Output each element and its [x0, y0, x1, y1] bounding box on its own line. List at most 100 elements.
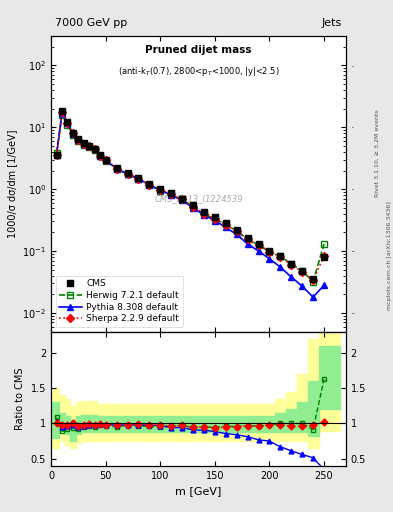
Pythia 8.308 default	[54, 152, 59, 158]
Pythia 8.308 default	[267, 255, 272, 262]
Pythia 8.308 default	[191, 205, 195, 211]
Herwig 7.2.1 default	[223, 221, 228, 227]
CMS	[321, 254, 326, 260]
Pythia 8.308 default	[321, 282, 326, 288]
Pythia 8.308 default	[103, 157, 108, 163]
CMS	[76, 136, 81, 142]
Sherpa 2.2.9 default	[87, 143, 92, 149]
Herwig 7.2.1 default	[71, 132, 75, 138]
Sherpa 2.2.9 default	[321, 253, 326, 260]
Herwig 7.2.1 default	[321, 241, 326, 247]
CMS	[169, 190, 174, 197]
Herwig 7.2.1 default	[125, 171, 130, 177]
CMS	[54, 153, 59, 159]
CMS	[223, 220, 228, 226]
CMS	[65, 119, 70, 125]
Herwig 7.2.1 default	[103, 158, 108, 164]
Herwig 7.2.1 default	[76, 138, 81, 144]
Pythia 8.308 default	[311, 294, 316, 300]
Herwig 7.2.1 default	[65, 122, 70, 128]
Sherpa 2.2.9 default	[81, 141, 86, 147]
Herwig 7.2.1 default	[54, 150, 59, 156]
CMS	[267, 248, 272, 254]
Sherpa 2.2.9 default	[65, 120, 70, 126]
Herwig 7.2.1 default	[311, 279, 316, 285]
X-axis label: m [GeV]: m [GeV]	[175, 486, 222, 496]
Line: Pythia 8.308 default: Pythia 8.308 default	[54, 110, 327, 300]
Text: Pruned dijet mass: Pruned dijet mass	[145, 45, 252, 55]
CMS	[245, 236, 250, 242]
CMS	[289, 261, 294, 267]
Pythia 8.308 default	[202, 212, 206, 218]
Pythia 8.308 default	[213, 218, 217, 224]
Sherpa 2.2.9 default	[180, 197, 184, 203]
Herwig 7.2.1 default	[147, 182, 152, 188]
Pythia 8.308 default	[60, 110, 64, 116]
Sherpa 2.2.9 default	[191, 204, 195, 210]
Sherpa 2.2.9 default	[267, 248, 272, 254]
Pythia 8.308 default	[76, 137, 81, 143]
Pythia 8.308 default	[289, 274, 294, 280]
Pythia 8.308 default	[114, 165, 119, 172]
Pythia 8.308 default	[81, 141, 86, 147]
Text: mcplots.cern.ch [arXiv:1306.3436]: mcplots.cern.ch [arXiv:1306.3436]	[387, 202, 391, 310]
CMS	[136, 175, 141, 181]
Legend: CMS, Herwig 7.2.1 default, Pythia 8.308 default, Sherpa 2.2.9 default: CMS, Herwig 7.2.1 default, Pythia 8.308 …	[55, 275, 183, 327]
Herwig 7.2.1 default	[114, 166, 119, 172]
Sherpa 2.2.9 default	[169, 191, 174, 198]
CMS	[311, 276, 316, 282]
Pythia 8.308 default	[65, 120, 70, 126]
Herwig 7.2.1 default	[213, 216, 217, 222]
Sherpa 2.2.9 default	[245, 236, 250, 242]
Herwig 7.2.1 default	[136, 176, 141, 182]
Sherpa 2.2.9 default	[136, 176, 141, 182]
CMS	[202, 209, 206, 216]
Sherpa 2.2.9 default	[202, 210, 206, 217]
Sherpa 2.2.9 default	[114, 165, 119, 172]
Text: Rivet 3.1.10, ≥ 3.2M events: Rivet 3.1.10, ≥ 3.2M events	[375, 110, 380, 198]
Pythia 8.308 default	[71, 131, 75, 137]
Herwig 7.2.1 default	[158, 187, 163, 194]
CMS	[191, 202, 195, 208]
Pythia 8.308 default	[98, 153, 103, 159]
CMS	[60, 109, 64, 115]
Line: CMS: CMS	[54, 109, 327, 282]
Sherpa 2.2.9 default	[147, 182, 152, 188]
Y-axis label: 1000/σ dσ/dm [1/GeV]: 1000/σ dσ/dm [1/GeV]	[7, 130, 17, 238]
Pythia 8.308 default	[136, 176, 141, 182]
Sherpa 2.2.9 default	[256, 242, 261, 248]
Sherpa 2.2.9 default	[98, 153, 103, 159]
Pythia 8.308 default	[169, 192, 174, 198]
Sherpa 2.2.9 default	[300, 269, 305, 275]
CMS	[71, 130, 75, 136]
Text: CMS_2013_I1224539: CMS_2013_I1224539	[154, 194, 243, 203]
Sherpa 2.2.9 default	[76, 137, 81, 143]
Pythia 8.308 default	[300, 283, 305, 289]
Pythia 8.308 default	[256, 248, 261, 254]
Sherpa 2.2.9 default	[311, 277, 316, 283]
Line: Sherpa 2.2.9 default: Sherpa 2.2.9 default	[54, 110, 327, 283]
Pythia 8.308 default	[158, 187, 163, 193]
Sherpa 2.2.9 default	[92, 146, 97, 153]
CMS	[114, 165, 119, 171]
Sherpa 2.2.9 default	[234, 228, 239, 234]
Herwig 7.2.1 default	[300, 268, 305, 274]
Herwig 7.2.1 default	[234, 228, 239, 234]
Herwig 7.2.1 default	[81, 142, 86, 148]
CMS	[234, 227, 239, 233]
CMS	[98, 153, 103, 159]
Sherpa 2.2.9 default	[223, 222, 228, 228]
CMS	[147, 181, 152, 187]
CMS	[300, 268, 305, 274]
Pythia 8.308 default	[180, 197, 184, 203]
Text: 7000 GeV pp: 7000 GeV pp	[55, 18, 127, 28]
CMS	[87, 143, 92, 149]
CMS	[278, 253, 283, 260]
Text: (anti-k$_T$(0.7), 2800<p$_T$<1000, |y|<2.5): (anti-k$_T$(0.7), 2800<p$_T$<1000, |y|<2…	[118, 66, 279, 78]
Pythia 8.308 default	[245, 241, 250, 247]
Sherpa 2.2.9 default	[289, 262, 294, 268]
Text: Jets: Jets	[321, 18, 342, 28]
Herwig 7.2.1 default	[191, 204, 195, 210]
Herwig 7.2.1 default	[92, 147, 97, 153]
Pythia 8.308 default	[234, 231, 239, 238]
